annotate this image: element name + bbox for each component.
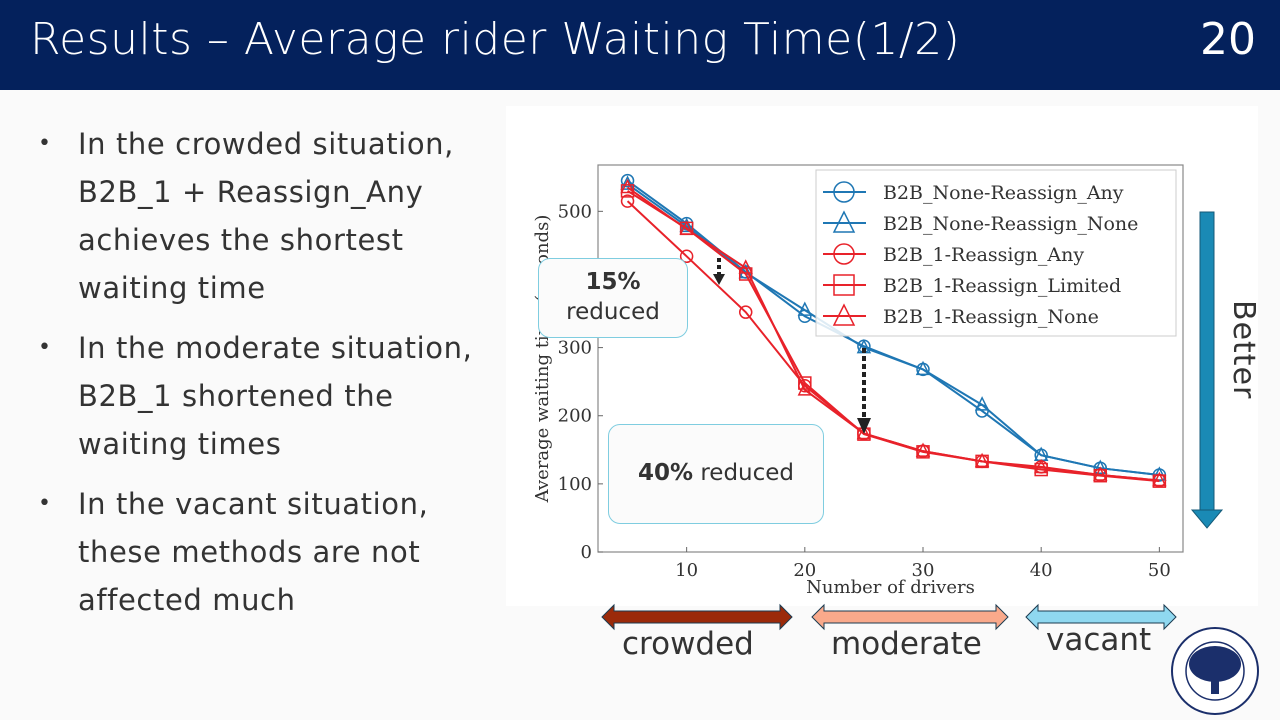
data-point — [738, 259, 753, 274]
y-tick-label: 0 — [581, 542, 592, 563]
data-point — [915, 360, 931, 376]
legend-label: B2B_1-Reassign_Limited — [883, 275, 1121, 297]
data-point — [620, 175, 635, 190]
series-line — [626, 186, 1160, 482]
kyoto-university-logo — [1171, 627, 1259, 715]
callout-15-percent: 15% reduced — [538, 258, 688, 338]
data-point — [856, 424, 872, 440]
better-arrow-shaft — [1199, 211, 1215, 511]
legend-label: B2B_None-Reassign_Any — [883, 182, 1124, 204]
title-bar: Results – Average rider Waiting Time(1/2… — [0, 0, 1280, 90]
data-point — [1152, 474, 1167, 488]
legend-label: B2B_1-Reassign_Any — [883, 244, 1084, 266]
bullet-item: In the moderate situation, B2B_1 shorten… — [38, 324, 508, 468]
arrow-head-icon — [713, 274, 725, 285]
range-label-crowded: crowded — [622, 626, 754, 662]
data-point — [1152, 471, 1167, 487]
legend-marker — [833, 274, 855, 296]
page-number: 20 — [1200, 14, 1256, 65]
data-point — [679, 220, 694, 235]
bullet-item: In the vacant situation, these methods a… — [38, 480, 508, 624]
x-tick-label: 10 — [675, 560, 698, 581]
data-point — [1093, 459, 1108, 474]
legend-marker — [833, 243, 855, 265]
callout-40-percent: 40% reduced — [608, 424, 824, 524]
legend-marker — [833, 181, 855, 203]
data-point — [797, 381, 813, 396]
data-point — [679, 249, 694, 264]
data-point — [1033, 458, 1049, 474]
callout-text: reduced — [566, 299, 660, 325]
bullet-item: In the crowded situation, B2B_1 + Reassi… — [38, 120, 508, 312]
x-axis-label: Number of drivers — [806, 577, 975, 598]
bullet-list: In the crowded situation, B2B_1 + Reassi… — [38, 120, 508, 636]
legend-box — [815, 169, 1177, 337]
y-tick-label: 200 — [558, 406, 592, 427]
slide-title: Results – Average rider Waiting Time(1/2… — [30, 14, 961, 65]
data-point — [915, 442, 931, 457]
x-tick-label: 20 — [793, 560, 816, 581]
range-arrow-moderate — [811, 603, 1009, 631]
y-tick-label: 500 — [558, 201, 592, 222]
x-tick-label: 40 — [1030, 560, 1053, 581]
range-arrow-vacant — [1025, 603, 1177, 631]
better-arrow-head-icon — [1190, 509, 1224, 529]
callout-text: reduced — [693, 460, 795, 486]
data-point — [1093, 466, 1108, 481]
legend-marker — [832, 210, 856, 233]
x-tick-label: 30 — [912, 560, 935, 581]
series-b2b-1-reassign-none — [620, 178, 1167, 487]
range-arrow-crowded — [601, 603, 793, 631]
y-tick-label: 300 — [558, 338, 592, 359]
data-point — [620, 194, 635, 208]
data-point — [620, 178, 635, 194]
x-tick-label: 50 — [1148, 560, 1171, 581]
data-point — [1034, 462, 1048, 477]
data-point — [974, 452, 990, 468]
data-point — [974, 396, 990, 411]
callout-percent: 40% — [637, 460, 694, 486]
better-label: Better — [1226, 300, 1261, 400]
range-label-moderate: moderate — [831, 626, 982, 662]
legend: B2B_None-Reassign_Any B2B_None-Reassign_N… — [815, 169, 1177, 337]
callout-percent: 15% — [585, 269, 641, 295]
range-label-vacant: vacant — [1046, 622, 1152, 658]
legend-label: B2B_None-Reassign_None — [883, 213, 1138, 235]
data-point — [797, 301, 813, 316]
y-tick-label: 100 — [558, 474, 592, 495]
legend-label: B2B_1-Reassign_None — [883, 306, 1099, 328]
data-point — [738, 305, 753, 319]
data-point — [620, 173, 635, 188]
legend-marker — [832, 303, 856, 326]
arrow-head-icon — [857, 418, 871, 434]
